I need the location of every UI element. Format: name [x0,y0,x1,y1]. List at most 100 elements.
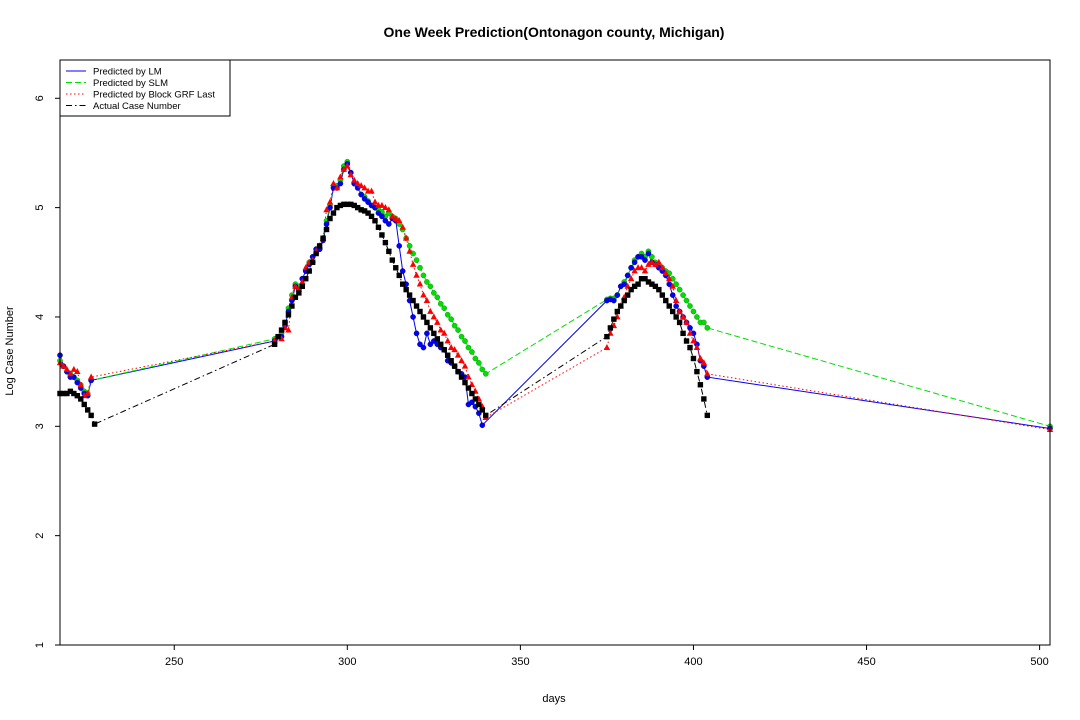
data-point [399,268,406,274]
data-point [393,265,399,271]
legend-label-0: Predicted by LM [93,67,162,78]
data-point [389,257,396,263]
data-point [652,283,659,290]
data-point [74,379,81,386]
data-point [344,162,351,169]
data-point [645,250,652,257]
y-tick-label: 2 [34,533,46,539]
data-point [379,232,385,238]
data-point [74,368,81,375]
data-point [358,207,364,213]
data-point [399,223,406,230]
data-point [631,283,638,290]
data-point [430,313,438,320]
data-point [309,259,316,265]
data-point [697,382,704,388]
legend-label-3: Actual Case Number [93,101,181,112]
data-point [672,296,680,303]
data-point [458,374,465,380]
data-point [704,412,711,419]
data-point [347,171,354,178]
data-point [382,204,389,211]
data-point [351,202,357,209]
data-point [441,329,448,336]
data-point [458,357,465,364]
data-point [354,179,361,186]
data-point [656,286,662,293]
data-point [334,204,340,211]
data-point [413,257,420,263]
data-point [448,358,454,364]
data-point [431,330,437,337]
data-point [84,389,91,396]
data-point [278,335,285,342]
data-point [614,292,621,298]
data-point [410,314,416,320]
data-point [438,341,444,347]
data-point [465,344,472,351]
data-point [424,330,430,337]
data-point [669,292,676,298]
data-point [686,329,694,336]
data-point [344,201,351,208]
data-point [361,184,368,191]
data-point [378,201,386,208]
data-point [441,305,448,312]
data-point [292,294,299,300]
data-point [278,327,285,333]
data-point [687,303,693,309]
data-point [611,316,617,322]
data-point [628,264,634,271]
data-point [479,366,486,373]
data-point [444,311,451,318]
data-point [285,312,292,318]
data-point [87,373,95,380]
data-point [406,292,413,298]
data-point [337,202,344,209]
data-point [683,297,690,304]
data-point [427,307,434,314]
data-point [327,204,333,211]
data-point [641,267,649,274]
data-point [365,199,371,205]
data-point [420,344,427,351]
data-point [669,308,676,315]
data-point [455,327,461,333]
data-point [357,182,365,189]
data-point [683,318,690,325]
data-point [420,291,427,298]
data-point [417,264,423,271]
data-point [666,281,673,287]
data-point [441,347,447,353]
x-tick-label: 300 [338,656,356,668]
data-point [476,401,482,408]
data-point [659,292,666,298]
data-point [469,349,475,355]
data-point [627,275,635,282]
data-point [666,275,673,282]
data-point [676,307,683,314]
data-point [423,296,431,303]
series-points-2 [56,162,1054,432]
data-point [687,325,693,331]
data-point [624,272,631,279]
data-point [638,275,645,282]
data-point [444,352,451,358]
data-point [351,176,358,183]
data-point [701,319,707,326]
data-point [354,204,361,211]
y-tick-label: 6 [34,95,46,101]
data-point [690,337,697,344]
data-point [694,314,700,320]
data-point [676,286,683,293]
data-point [607,325,614,331]
data-point [427,325,434,331]
data-point [690,355,697,362]
data-point [628,286,634,293]
data-point [392,214,399,221]
data-point [669,282,676,289]
data-point [465,385,472,391]
data-point [638,254,645,260]
data-point [659,264,666,271]
data-point [611,297,617,304]
